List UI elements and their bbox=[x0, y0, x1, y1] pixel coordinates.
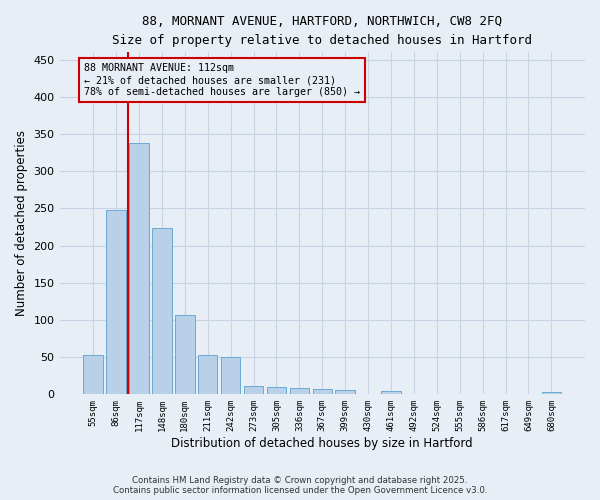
Bar bbox=[381, 392, 401, 394]
Text: 88 MORNANT AVENUE: 112sqm
← 21% of detached houses are smaller (231)
78% of semi: 88 MORNANT AVENUE: 112sqm ← 21% of detac… bbox=[84, 64, 360, 96]
Bar bbox=[313, 389, 332, 394]
Text: Contains HM Land Registry data © Crown copyright and database right 2025.
Contai: Contains HM Land Registry data © Crown c… bbox=[113, 476, 487, 495]
Bar bbox=[106, 210, 126, 394]
Bar bbox=[221, 357, 241, 395]
Bar bbox=[267, 387, 286, 394]
Bar bbox=[542, 392, 561, 394]
Bar bbox=[290, 388, 309, 394]
Bar bbox=[175, 315, 194, 394]
Title: 88, MORNANT AVENUE, HARTFORD, NORTHWICH, CW8 2FQ
Size of property relative to de: 88, MORNANT AVENUE, HARTFORD, NORTHWICH,… bbox=[112, 15, 532, 47]
Bar bbox=[198, 355, 217, 395]
Bar bbox=[244, 386, 263, 394]
X-axis label: Distribution of detached houses by size in Hartford: Distribution of detached houses by size … bbox=[172, 437, 473, 450]
Y-axis label: Number of detached properties: Number of detached properties bbox=[15, 130, 28, 316]
Bar bbox=[83, 355, 103, 395]
Bar bbox=[152, 228, 172, 394]
Bar bbox=[335, 390, 355, 394]
Bar bbox=[129, 143, 149, 395]
